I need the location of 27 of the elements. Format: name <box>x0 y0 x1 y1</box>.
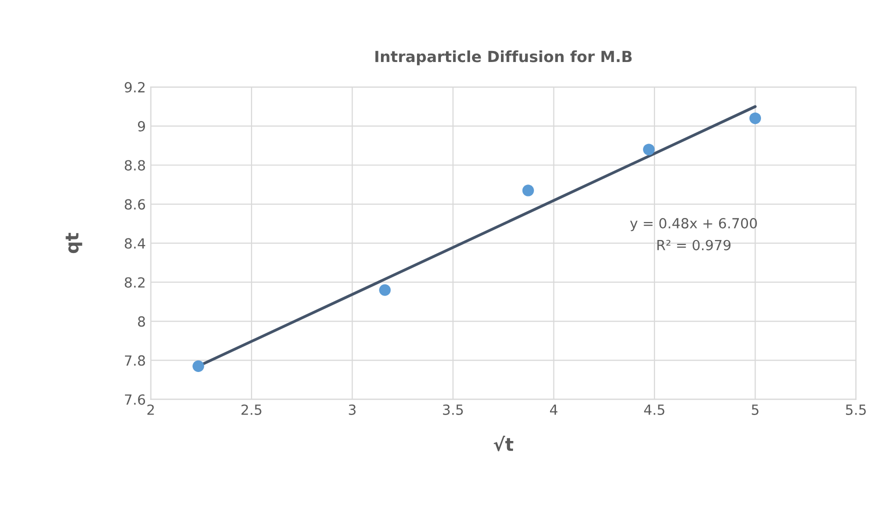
y-tick-label: 8 <box>138 316 145 327</box>
point <box>643 144 655 156</box>
y-axis-title: qt <box>66 232 82 254</box>
y-tick-label: 9 <box>138 121 145 132</box>
y-tick-label: 8.8 <box>124 160 145 171</box>
x-tick-label: 4.5 <box>644 404 664 415</box>
x-tick-label: 5.5 <box>846 404 866 415</box>
point <box>379 284 391 296</box>
annotation: R² = 0.979 <box>657 240 731 250</box>
chart-title: Intraparticle Diffusion for M.B <box>375 50 632 66</box>
x-tick-label: 4 <box>550 404 558 415</box>
y-tick-label: 7.6 <box>124 394 146 405</box>
x-tick-label: 5 <box>752 404 758 415</box>
point <box>749 112 762 124</box>
y-tick-label: 8.2 <box>124 277 145 288</box>
annotation: y = 0.48x + 6.700 <box>630 218 757 232</box>
y-tick-label: 8.4 <box>124 238 146 249</box>
y-tick-label: 9.2 <box>124 82 145 93</box>
x-tick-label: 2.5 <box>242 404 262 415</box>
x-tick-label: 3.5 <box>443 404 463 415</box>
x-tick-label: 3 <box>348 404 356 415</box>
x-axis-title: √t <box>494 436 514 452</box>
point <box>522 184 534 196</box>
point <box>192 360 204 372</box>
y-tick-label: 7.8 <box>124 355 145 366</box>
x-tick-label: 2 <box>147 404 154 415</box>
y-tick-label: 8.6 <box>124 199 146 210</box>
